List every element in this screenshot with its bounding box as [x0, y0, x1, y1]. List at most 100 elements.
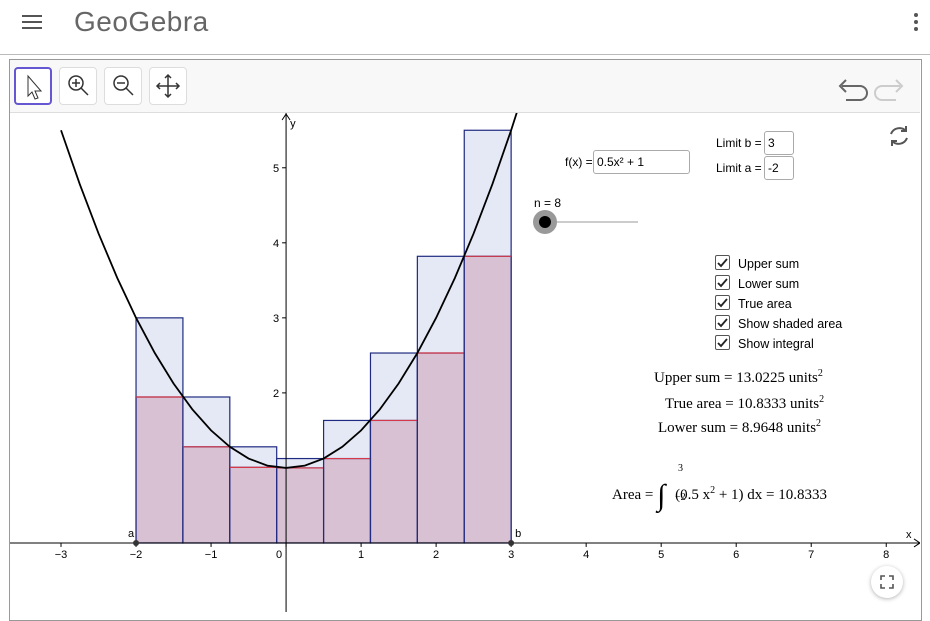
y-tick-label: 3 — [273, 313, 279, 325]
x-tick-label: −2 — [130, 549, 143, 561]
checkbox-label: Show shaded area — [738, 317, 843, 331]
x-tick-label: 4 — [583, 549, 589, 561]
checkbox-box[interactable] — [715, 295, 730, 311]
plot: x y −3 −2 −1 0 1 2 3 4 5 6 7 8 2 3 4 5 a b — [10, 113, 920, 612]
lower-bar — [416, 352, 465, 544]
x-arrow — [913, 538, 920, 548]
more-menu[interactable] — [912, 12, 920, 37]
lower-bar — [322, 457, 372, 544]
graphics-view: x y −3 −2 −1 0 1 2 3 4 5 6 7 8 2 3 4 5 a b — [10, 113, 920, 612]
x-tick-label: −1 — [205, 549, 218, 561]
x-tick-label: 6 — [733, 549, 739, 561]
checkbox-box[interactable] — [715, 335, 730, 351]
x-axis-label: x — [906, 529, 912, 541]
checkbox[interactable]: Upper sum — [715, 255, 842, 277]
x-tick-label: 8 — [883, 549, 889, 561]
upper-sum: Upper sum = 13.0225 units2 — [654, 368, 823, 387]
x-tick-label: −3 — [55, 549, 68, 561]
lower-sum: Lower sum = 8.9648 units2 — [658, 418, 821, 437]
integral-lower: −2 — [675, 492, 686, 503]
limit-point — [133, 539, 140, 546]
lower-bar — [182, 446, 231, 544]
checkbox[interactable]: Lower sum — [715, 275, 842, 297]
zoom-out-icon — [113, 75, 134, 96]
y-tick-label: 5 — [273, 163, 279, 175]
x-tick-label: 0 — [276, 549, 282, 561]
integral-rest: + 1) dx = 10.8333 — [715, 487, 827, 503]
limit-a-label: Limit a = — [716, 161, 762, 175]
function-curve — [60, 113, 518, 469]
zoom-in-tool[interactable] — [59, 67, 97, 105]
check-mark — [717, 338, 728, 348]
true-area-text: True area = 10.8333 units — [665, 396, 820, 412]
checkbox-label: True area — [738, 297, 792, 311]
function-label: f(x) = — [565, 155, 593, 169]
true-area: True area = 10.8333 units2 — [665, 394, 824, 413]
checkbox-label: Upper sum — [738, 257, 800, 271]
check-mark — [717, 258, 728, 268]
check-mark — [717, 278, 728, 288]
header-divider — [0, 54, 930, 55]
lower-bar — [369, 419, 418, 544]
y-arrow — [281, 113, 291, 121]
reset-button[interactable] — [886, 123, 912, 149]
undo-redo[interactable] — [836, 72, 906, 102]
checkbox-list: Upper sum Lower sum True area Show shaded a… — [715, 255, 843, 357]
more-icon — [914, 13, 918, 31]
x-tick-label: 2 — [433, 549, 439, 561]
toolbar — [10, 60, 920, 113]
check-mark — [717, 298, 728, 308]
fullscreen-button[interactable] — [871, 566, 903, 598]
upper-sum-text: Upper sum = 13.0225 units — [654, 370, 818, 386]
lower-bar — [135, 396, 184, 544]
checkbox-box[interactable] — [715, 315, 730, 331]
lower-bar — [463, 255, 512, 544]
limit-b-label: Limit b = — [716, 136, 762, 150]
checkbox-box[interactable] — [715, 255, 730, 271]
integral-body: (0.5 x — [675, 487, 711, 503]
integral-upper: 3 — [678, 463, 683, 474]
menu-button[interactable] — [22, 14, 44, 35]
checkbox[interactable]: True area — [715, 295, 842, 317]
x-tick-label: 1 — [358, 549, 364, 561]
limit-b-input[interactable]: 3 — [764, 131, 794, 155]
checkbox-label: Show integral — [738, 337, 814, 351]
x-tick-label: 7 — [808, 549, 814, 561]
checkbox[interactable]: Show integral — [715, 335, 842, 357]
slider[interactable] — [530, 208, 642, 236]
x-tick-label: 5 — [658, 549, 664, 561]
zoom-in-icon — [68, 75, 89, 96]
integral-sign: ∫ — [657, 479, 666, 512]
slider-label: n = 8 — [534, 196, 561, 210]
move-tool[interactable] — [14, 67, 52, 105]
upper-sum-sup: 2 — [817, 368, 823, 379]
slider-name: n = — [534, 196, 552, 210]
lower-bar — [276, 467, 325, 544]
y-tick-label: 4 — [273, 238, 279, 250]
y-tick-label: 2 — [273, 388, 279, 400]
lower-sum-text: Lower sum = 8.9648 units — [658, 420, 817, 436]
limit-a-input[interactable]: -2 — [764, 156, 794, 180]
arrow-icon — [27, 74, 43, 100]
checkbox[interactable]: Show shaded area — [715, 315, 843, 337]
fullscreen-icon — [880, 575, 894, 589]
checkbox-box[interactable] — [715, 275, 730, 291]
y-axis-label: y — [290, 118, 296, 130]
checkbox-label: Lower sum — [738, 277, 800, 291]
true-area-sup: 2 — [819, 394, 825, 405]
pan-icon — [155, 73, 181, 99]
lower-sum-sup: 2 — [816, 418, 822, 429]
function-input[interactable]: 0.5x² + 1 — [593, 150, 690, 174]
x-tick-label: 3 — [508, 549, 514, 561]
lower-bar — [229, 466, 278, 544]
pan-tool[interactable] — [149, 67, 187, 105]
app-name: GeoGebra — [74, 6, 209, 37]
check-mark — [717, 318, 728, 328]
integral-exp: 2 — [710, 485, 716, 496]
slider-value: 8 — [554, 196, 562, 210]
integral: Area = ∫ 3 −2 (0.5 x2 + 1) dx = 10.8333 — [612, 463, 827, 512]
limit-point — [508, 539, 515, 546]
zoom-out-tool[interactable] — [104, 67, 142, 105]
integral-prefix: Area = — [612, 487, 654, 503]
